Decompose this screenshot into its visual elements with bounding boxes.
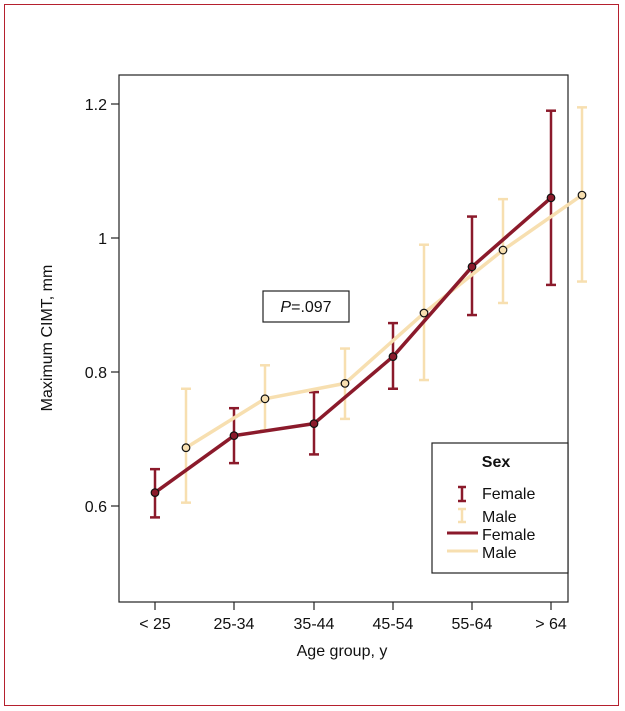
legend-label-male-line: Male <box>482 545 517 562</box>
y-axis-label: Maximum CIMT, mm <box>39 265 56 412</box>
data-point <box>419 308 429 318</box>
legend-label-male-errorbar: Male <box>482 509 517 526</box>
series-female-points <box>150 193 556 498</box>
data-point <box>388 352 398 361</box>
p-value-prefix: P <box>280 299 291 316</box>
legend-label-female-errorbar: Female <box>482 486 535 503</box>
data-point <box>309 419 319 428</box>
series-female-line <box>153 196 553 495</box>
legend-label-female-line: Female <box>482 527 535 544</box>
series-male-points <box>181 190 587 453</box>
plot-border <box>118 74 569 603</box>
series-layer <box>150 106 587 519</box>
p-value-text: P=.097 <box>280 299 331 316</box>
y-tick-label: 0.8 <box>85 365 107 382</box>
data-point <box>467 262 477 272</box>
data-point <box>181 443 191 453</box>
data-point <box>498 245 508 255</box>
data-point <box>340 378 350 388</box>
y-tick-label: 1.2 <box>85 97 107 114</box>
figure-frame <box>4 4 619 706</box>
legend-female-errorbar-symbol <box>458 485 466 503</box>
x-tick-label: 35-44 <box>294 616 335 633</box>
legend-title: Sex <box>482 454 511 471</box>
p-value-box <box>262 290 350 323</box>
x-tick-label: 45-54 <box>373 616 414 633</box>
x-tick-label: 25-34 <box>214 616 255 633</box>
data-point <box>260 394 270 404</box>
x-tick-label: < 25 <box>139 616 171 633</box>
data-point <box>577 190 587 200</box>
x-axis-label: Age group, y <box>297 643 388 660</box>
x-tick-label: 55-64 <box>452 616 493 633</box>
legend: Sex Female Male Female Male <box>431 442 569 574</box>
plot-area <box>118 74 569 603</box>
y-tick-label: 1 <box>98 231 107 248</box>
series-male-line <box>185 193 583 450</box>
y-tick-label: 0.6 <box>85 499 107 516</box>
x-axis: < 25 25-34 35-44 45-54 55-64 > 64 <box>139 602 567 633</box>
data-point <box>150 488 160 498</box>
legend-male-errorbar-symbol <box>458 507 466 524</box>
p-value-value: =.097 <box>291 299 332 316</box>
x-tick-label: > 64 <box>535 616 567 633</box>
p-value-annotation: P=.097 <box>262 290 350 323</box>
y-axis: 0.6 0.8 1 1.2 <box>85 97 119 516</box>
data-point <box>229 431 239 441</box>
data-point <box>546 193 556 203</box>
